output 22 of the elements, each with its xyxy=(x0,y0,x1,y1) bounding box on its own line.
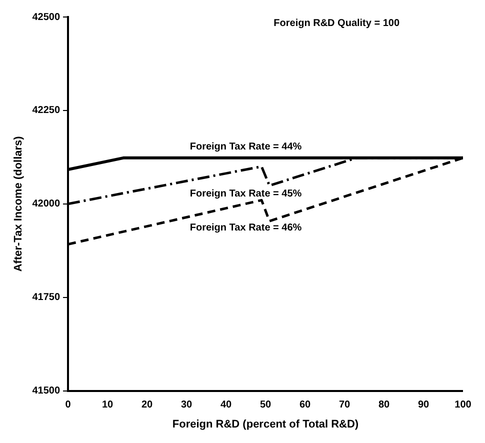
annotation: Foreign R&D Quality = 100 xyxy=(274,18,400,29)
x-tick-label: 70 xyxy=(338,400,350,411)
x-tick-label: 80 xyxy=(378,400,390,411)
series-label: Foreign Tax Rate = 45% xyxy=(190,188,302,200)
x-tick-label: 30 xyxy=(180,400,193,411)
y-tick-label: 41750 xyxy=(32,292,60,304)
series-label: Foreign Tax Rate = 46% xyxy=(190,222,302,234)
x-tick-label: 100 xyxy=(454,400,472,411)
y-tick-label: 41500 xyxy=(32,386,60,397)
y-tick-label: 42500 xyxy=(32,12,60,23)
x-tick-label: 60 xyxy=(299,400,311,411)
x-tick-label: 40 xyxy=(220,400,232,411)
y-tick-label: 42250 xyxy=(32,105,60,116)
x-tick-label: 90 xyxy=(418,400,430,411)
y-axis-title: After-Tax Income (dollars) xyxy=(12,136,25,272)
x-tick-label: 0 xyxy=(65,400,72,411)
x-tick-label: 10 xyxy=(102,400,114,411)
y-tick-label: 42000 xyxy=(32,198,60,210)
series-label: Foreign Tax Rate = 44% xyxy=(190,142,302,153)
x-tick-label: 50 xyxy=(260,400,272,411)
x-axis-title: Foreign R&D (percent of Total R&D) xyxy=(172,418,359,430)
x-tick-label: 20 xyxy=(141,400,154,411)
